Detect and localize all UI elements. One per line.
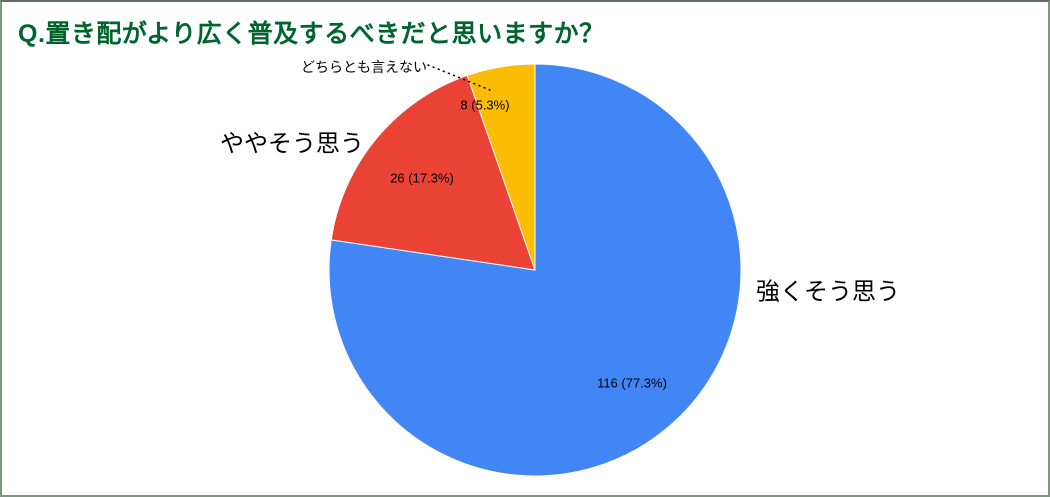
category-label-1: ややそう思う [220,131,364,158]
category-label-2: どちらとも言えない [301,59,427,75]
slice-value-label-2: 8 (5.3%) [460,98,509,113]
chart-title: Q.置き配がより広く普及するべきだと思いますか？ [18,20,605,48]
slice-value-label-1: 26 (17.3%) [390,171,454,186]
category-label-0: 強くそう思う [756,279,900,306]
leader-line [427,64,491,91]
pie-slice-2[interactable] [466,63,536,271]
slice-value-label-0: 116 (77.3%) [597,376,667,391]
